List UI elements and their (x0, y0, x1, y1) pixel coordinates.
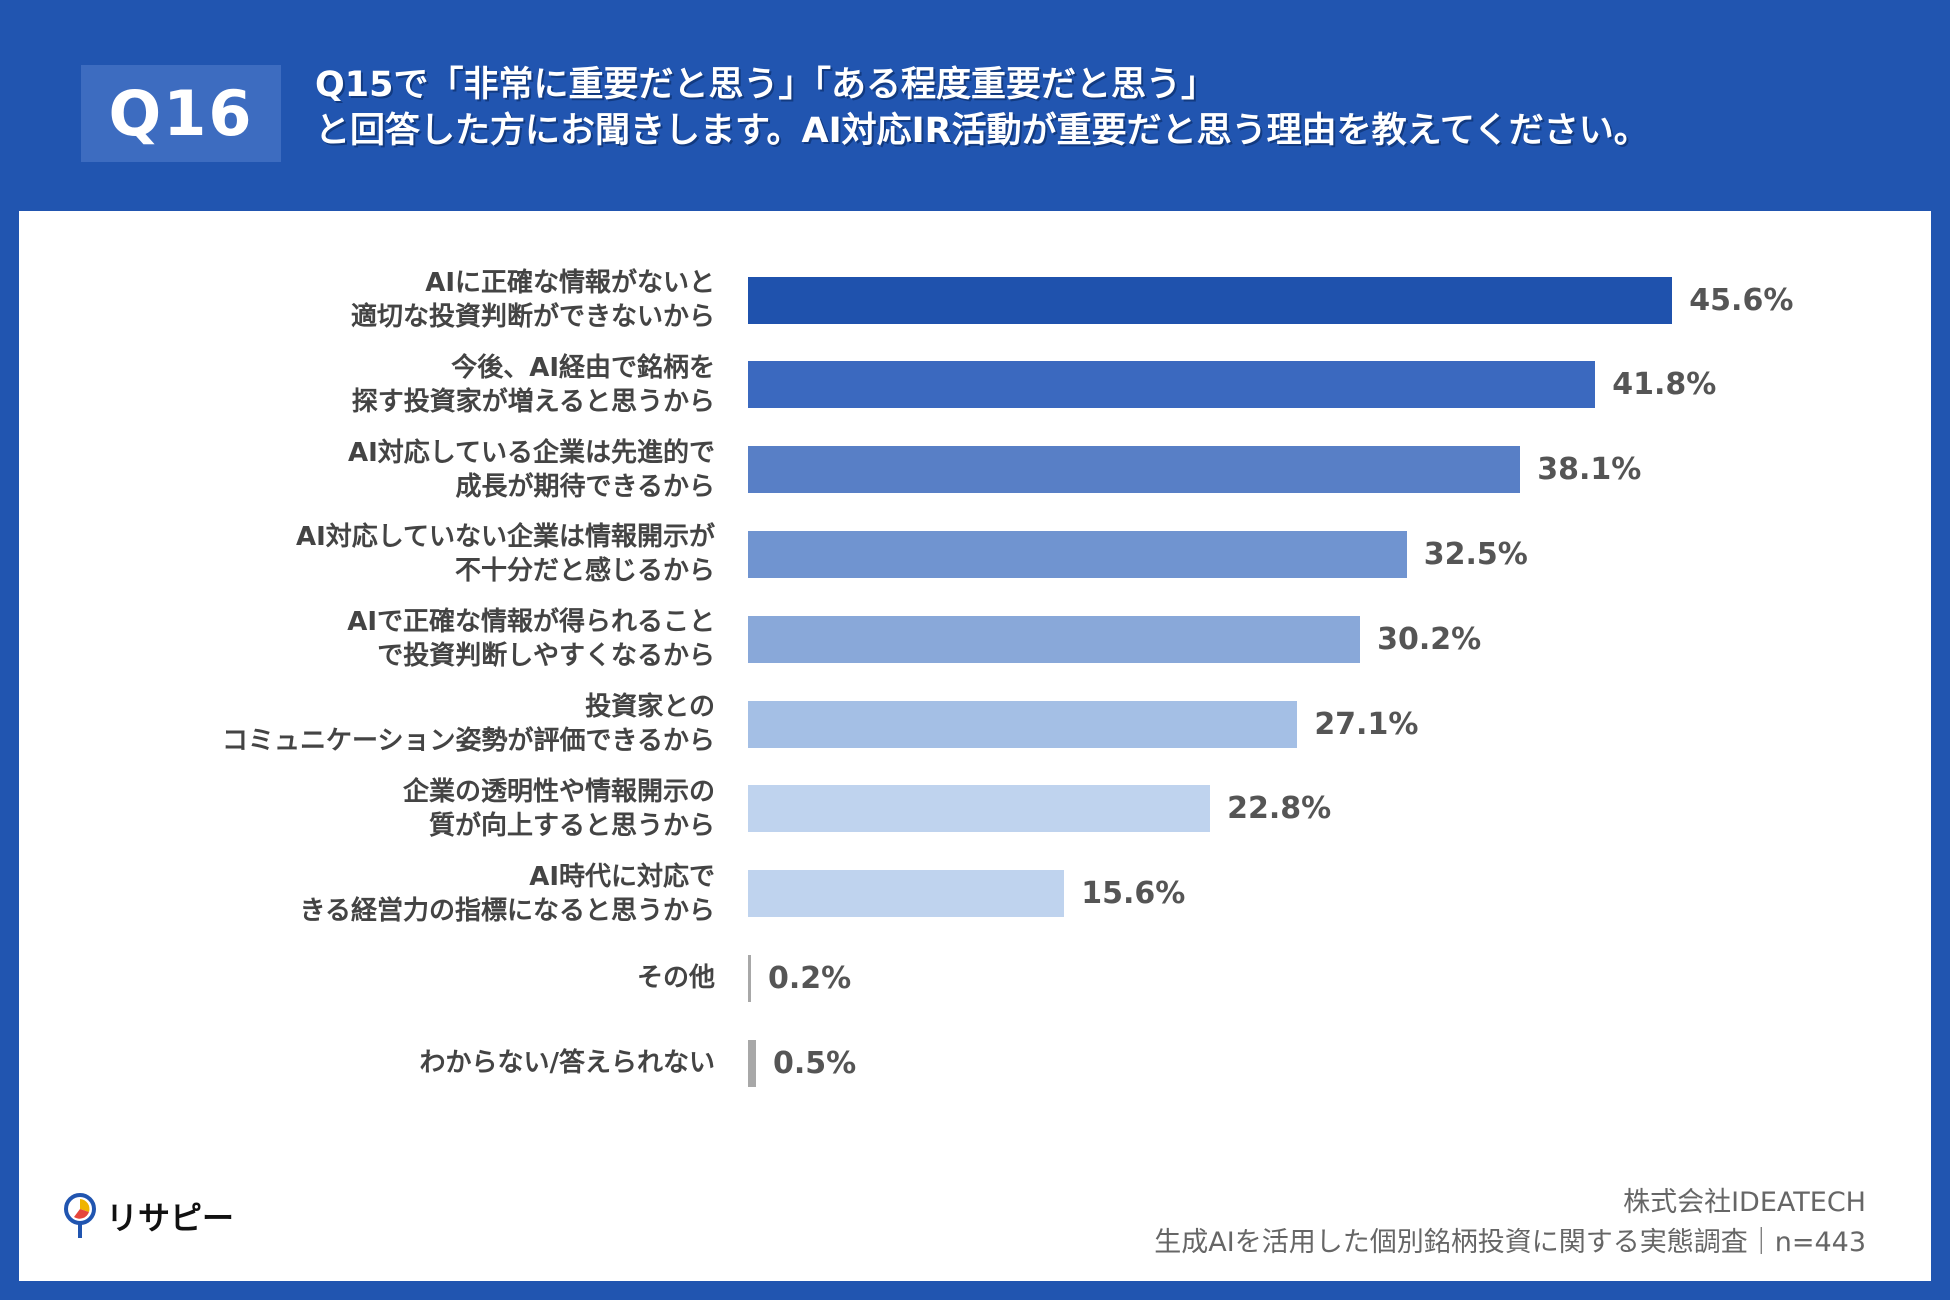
footer-company: 株式会社IDEATECH (1623, 1187, 1866, 1218)
value-label: 38.1% (1537, 452, 1642, 488)
value-label: 41.8% (1612, 367, 1717, 403)
category-label-line: 質が向上すると思うから (428, 810, 715, 841)
value-label: 27.1% (1314, 706, 1419, 742)
category-label-line: きる経営力の指標になると思うから (299, 895, 715, 926)
category-label-line: AIで正確な情報が得られること (347, 607, 715, 638)
category-label-line: わからない/答えられない (419, 1048, 716, 1079)
category-label: AI対応していない企業は情報開示が 不十分だと感じるから (95, 520, 715, 588)
category-label-line: 不十分だと感じるから (454, 556, 715, 587)
category-label: 企業の透明性や情報開示の 質が向上すると思うから (95, 775, 715, 843)
value-label: 15.6% (1081, 876, 1186, 912)
category-label-line: AI対応している企業は先進的で (347, 437, 715, 468)
value-label: 32.5% (1423, 536, 1528, 572)
logo-text: リサピー (106, 1199, 235, 1237)
category-label-line: AI対応していない企業は情報開示が (295, 522, 715, 553)
bar (748, 446, 1521, 494)
category-label-line: 今後、AI経由で銘柄を (451, 352, 715, 383)
question-title: Q15で「非常に重要だと思う」「ある程度重要だと思う」 と回答した方にお聞きしま… (315, 62, 1649, 154)
category-label-line: 企業の透明性や情報開示の (402, 776, 715, 807)
bar (748, 954, 751, 1002)
bar (748, 615, 1361, 663)
category-label-line: AI時代に対応で (529, 861, 715, 892)
bar (748, 870, 1065, 918)
logo: リサピー (62, 1192, 234, 1240)
value-label: 22.8% (1227, 791, 1332, 827)
logo-pin-icon (64, 1193, 96, 1238)
bar (748, 361, 1596, 409)
question-number-badge: Q16 (81, 65, 281, 162)
category-label-line: その他 (636, 963, 715, 994)
value-label: 45.6% (1689, 282, 1794, 318)
category-label-line: 探す投資家が増えると思うから (351, 386, 715, 417)
category-label: 投資家とのコミュニケーション姿勢が評価できるから (95, 690, 715, 758)
footer-survey: 生成AIを活用した個別銘柄投資に関する実態調査｜n=443 (1154, 1227, 1866, 1258)
title-line-1: Q15で「非常に重要だと思う」「ある程度重要だと思う」 (315, 65, 1216, 105)
category-label: その他 (95, 961, 715, 995)
category-label: 今後、AI経由で銘柄を 探す投資家が増えると思うから (95, 351, 715, 419)
bar (748, 276, 1673, 324)
category-label-line: 適切な投資判断ができないから (350, 302, 715, 332)
bar (748, 700, 1298, 748)
value-label: 0.2% (768, 960, 852, 996)
category-label-line: で投資判断しやすくなるから (377, 641, 715, 672)
category-label-line: AIに正確な情報がないと (425, 268, 715, 298)
title-line-2: と回答した方にお聞きします。AI対応IR活動が重要だと思う理由を教えてください。 (315, 111, 1649, 151)
bar (748, 785, 1211, 833)
category-label: AIに正確な情報がないと適切な投資判断ができないから (95, 266, 715, 334)
category-label: AIで正確な情報が得られること で投資判断しやすくなるから (95, 605, 715, 673)
category-label-line: 投資家との (585, 692, 715, 722)
category-label-line: 成長が期待できるから (455, 471, 715, 502)
category-label: わからない/答えられない (95, 1046, 716, 1080)
value-label: 30.2% (1377, 621, 1482, 657)
category-label-line: コミュニケーション姿勢が評価できるから (222, 726, 715, 756)
bar (748, 530, 1407, 578)
category-label: AI対応している企業は先進的で 成長が期待できるから (95, 436, 715, 504)
bar (748, 1039, 756, 1087)
value-label: 0.5% (773, 1045, 857, 1081)
category-label: AI時代に対応で きる経営力の指標になると思うから (95, 860, 715, 928)
